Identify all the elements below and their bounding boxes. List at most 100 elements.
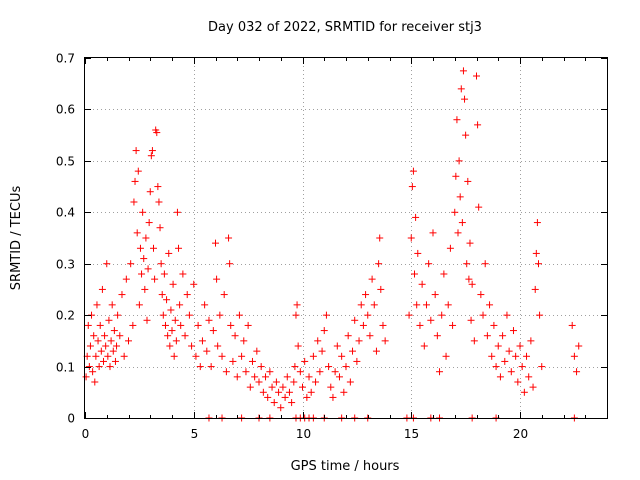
data-point <box>531 285 539 293</box>
data-point <box>147 152 155 160</box>
data-point <box>459 67 467 75</box>
data-point <box>116 332 124 340</box>
data-point <box>327 383 335 391</box>
data-point <box>89 368 97 376</box>
data-point <box>451 208 459 216</box>
data-point <box>270 399 278 407</box>
data-point <box>172 337 180 345</box>
data-point <box>113 342 121 350</box>
data-point <box>85 363 93 371</box>
data-point <box>331 368 339 376</box>
data-point <box>520 388 528 396</box>
data-point <box>251 373 259 381</box>
data-point <box>279 383 287 391</box>
data-point <box>496 373 504 381</box>
data-point <box>573 368 581 376</box>
data-point <box>82 373 90 381</box>
data-point <box>438 311 446 319</box>
data-point <box>156 224 164 232</box>
data-point <box>455 157 463 165</box>
data-point <box>159 311 167 319</box>
data-point <box>285 388 293 396</box>
data-point <box>118 291 126 299</box>
data-point <box>150 244 158 252</box>
data-point <box>379 321 387 329</box>
data-point <box>192 352 200 360</box>
data-point <box>429 229 437 237</box>
data-point <box>465 275 473 283</box>
data-point <box>440 270 448 278</box>
data-point <box>483 332 491 340</box>
data-point <box>163 296 171 304</box>
y-tick-label: 0.3 <box>56 258 75 272</box>
data-point <box>420 342 428 350</box>
data-point <box>242 368 250 376</box>
data-point <box>293 301 301 309</box>
data-point <box>257 363 265 371</box>
data-point <box>457 85 465 93</box>
data-point <box>507 368 515 376</box>
data-point <box>314 337 322 345</box>
y-tick-label: 0.5 <box>56 155 75 169</box>
data-point <box>431 291 439 299</box>
data-point <box>207 363 215 371</box>
data-point <box>416 321 424 329</box>
data-point <box>107 337 115 345</box>
data-point <box>91 378 99 386</box>
data-point <box>95 363 103 371</box>
data-point <box>333 342 341 350</box>
data-point <box>412 213 420 221</box>
data-point <box>127 260 135 268</box>
data-point <box>454 229 462 237</box>
data-point <box>161 321 169 329</box>
y-axis-label: SRMTID / TECUs <box>9 186 24 291</box>
data-point <box>266 368 274 376</box>
data-point <box>108 301 116 309</box>
data-point <box>138 270 146 278</box>
data-point <box>198 337 206 345</box>
y-tick-label: 0.2 <box>56 309 75 323</box>
data-point <box>222 368 230 376</box>
data-point <box>292 311 300 319</box>
data-point <box>458 219 466 227</box>
data-point <box>486 301 494 309</box>
data-point <box>185 311 193 319</box>
data-point <box>523 352 531 360</box>
data-point <box>570 352 578 360</box>
x-tick-label: 5 <box>191 427 199 441</box>
data-point <box>536 311 544 319</box>
data-point <box>355 337 363 345</box>
y-tick-label: 0.7 <box>56 52 75 66</box>
data-point <box>538 363 546 371</box>
data-point <box>318 347 326 355</box>
data-point <box>375 260 383 268</box>
data-point <box>155 198 163 206</box>
data-point <box>92 352 100 360</box>
data-point <box>86 342 94 350</box>
y-tick-label: 0.6 <box>56 103 75 117</box>
data-point <box>335 373 343 381</box>
data-point <box>136 244 144 252</box>
data-point <box>173 208 181 216</box>
data-point <box>408 183 416 191</box>
data-point <box>125 337 132 345</box>
data-point <box>353 357 361 365</box>
data-point <box>299 383 306 391</box>
data-point <box>307 388 315 396</box>
data-point <box>462 131 470 139</box>
tick-labels: 0 5 10 15 20 0 0.1 0.2 0.3 0.4 0.5 0.6 0.7 <box>56 52 528 442</box>
data-point <box>364 311 372 319</box>
data-point <box>427 316 435 324</box>
data-point <box>277 404 285 412</box>
data-point <box>201 301 209 309</box>
data-point <box>474 121 482 129</box>
data-point <box>473 72 480 80</box>
data-point <box>405 311 413 319</box>
data-point <box>322 311 330 319</box>
data-point <box>246 383 254 391</box>
data-point <box>281 393 289 401</box>
data-point <box>305 373 313 381</box>
data-point <box>463 260 471 268</box>
data-point <box>99 357 107 365</box>
data-point <box>131 177 139 185</box>
